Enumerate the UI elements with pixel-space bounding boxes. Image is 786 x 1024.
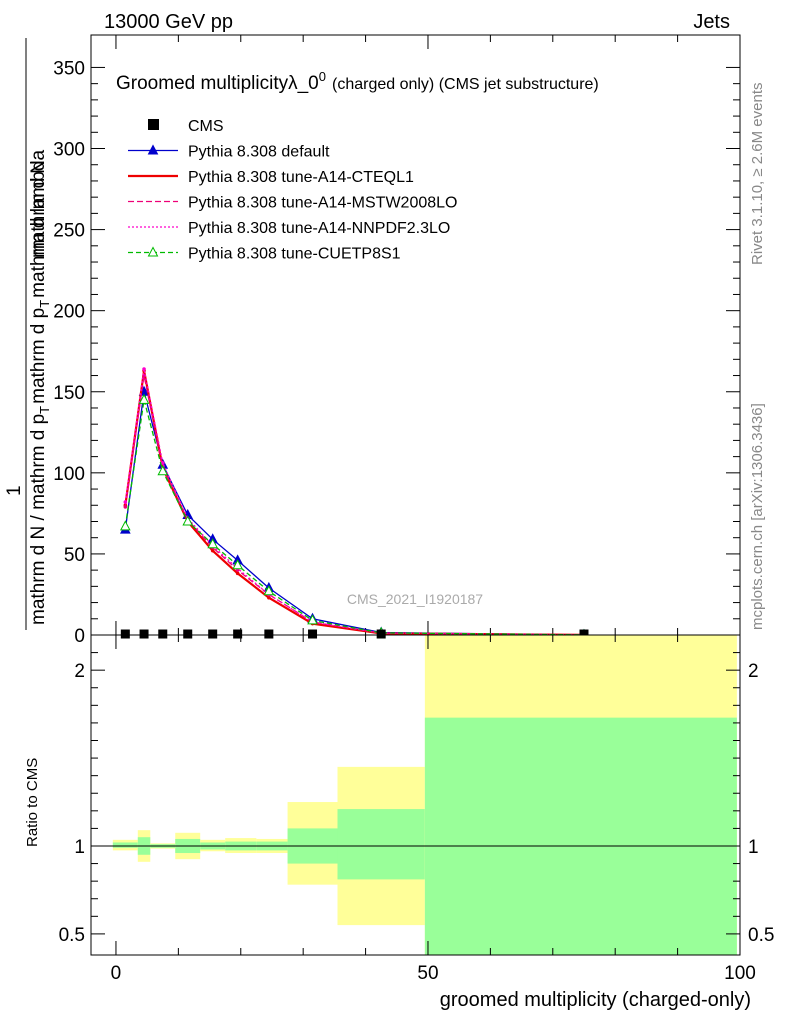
legend-item: Pythia 8.308 tune-A14-NNPDF2.3LO	[128, 220, 450, 237]
cms-point	[308, 629, 318, 639]
legend-marker	[147, 246, 159, 257]
cms-point	[183, 629, 193, 639]
ratio-y-tick-label: 1	[74, 837, 85, 858]
series-point	[267, 595, 271, 600]
legend-label: Pythia 8.308 tune-A14-NNPDF2.3LO	[188, 220, 450, 237]
analysis-id: CMS_2021_I1920187	[347, 591, 483, 607]
legend-item: Pythia 8.308 default	[128, 144, 330, 161]
cms-point	[264, 629, 274, 639]
cms-point	[233, 629, 243, 639]
ratio-y-tick-label: 0.5	[59, 925, 85, 946]
y-tick-label: 350	[53, 58, 85, 79]
chart-title-suffix: (charged only) (CMS jet substructure)	[332, 76, 599, 93]
x-tick-label: 50	[417, 963, 438, 984]
series-point	[263, 585, 275, 596]
legend-item: Pythia 8.308 tune-A14-MSTW2008LO	[128, 195, 457, 212]
ratio-frame	[90, 634, 741, 956]
legend-label: Pythia 8.308 tune-CUETP8S1	[188, 246, 401, 263]
y-tick-label: 150	[53, 383, 85, 404]
legend-label: Pythia 8.308 default	[188, 144, 330, 161]
cms-point	[139, 629, 149, 639]
rivet-label: Rivet 3.1.10, ≥ 2.6M events	[749, 83, 766, 266]
series-line	[124, 399, 584, 635]
series-point	[232, 559, 243, 570]
ratio-band-inner	[112, 842, 138, 848]
main-panel: 0 50 100 150 200 250 300 350	[53, 35, 741, 647]
process-label: Jets	[693, 11, 730, 33]
cms-point	[376, 629, 386, 639]
series-point	[207, 538, 219, 549]
legend-item: Pythia 8.308 tune-A14-CTEQL1	[128, 169, 414, 186]
series-point	[123, 505, 128, 509]
legend-item-cms: CMS	[148, 118, 224, 135]
ratio-band-inner	[337, 809, 425, 880]
energy-label: 13000 GeV pp	[104, 11, 233, 33]
series-point	[210, 548, 215, 553]
chart-title: Groomed multiplicityλ_00 (charged only) (…	[116, 69, 599, 94]
series-line	[124, 391, 584, 635]
y-tick-label: 200	[53, 302, 85, 323]
cms-point	[158, 629, 168, 639]
ratio-y-tick-label-right: 0.5	[748, 925, 774, 946]
y-tick-label: 100	[53, 464, 85, 485]
ylabel-leading: 1	[4, 485, 25, 496]
ratio-y-tick-label-right: 2	[748, 661, 759, 682]
series-point	[182, 515, 194, 526]
legend: CMS Pythia 8.308 default Pythia 8.308 tune…	[128, 118, 457, 263]
series-point	[119, 520, 131, 531]
ylabel-denominator-text: mathrm d N / mathrm d pTmathrm d pTmathr…	[28, 150, 52, 625]
x-tick-label: 0	[111, 963, 122, 984]
y-axis-label: mathrm dN 1 mathrm d N / mathrm d pTmath…	[4, 38, 52, 630]
legend-label: Pythia 8.308 tune-A14-CTEQL1	[188, 169, 414, 186]
ratio-y-tick-label: 2	[74, 661, 85, 682]
series-point	[307, 614, 318, 625]
legend-item: Pythia 8.308 tune-CUETP8S1	[128, 246, 401, 263]
legend-marker	[147, 144, 159, 155]
series-point	[123, 500, 128, 504]
x-axis-label: groomed multiplicity (charged-only)	[440, 989, 751, 1011]
legend-label: Pythia 8.308 tune-A14-MSTW2008LO	[188, 195, 457, 212]
series-point	[235, 571, 240, 576]
y-tick-label: 0	[74, 626, 85, 647]
x-tick-label: 100	[724, 963, 756, 984]
series-point	[160, 461, 165, 465]
series-line	[124, 368, 584, 635]
mcplots-label: mcplots.cern.ch [arXiv:1306.3436]	[749, 403, 766, 630]
y-tick-label: 250	[53, 221, 85, 242]
legend-label-cms: CMS	[188, 118, 224, 135]
series-point	[157, 465, 169, 476]
series-point	[142, 367, 146, 371]
y-tick-label: 50	[64, 545, 85, 566]
cms-point	[208, 629, 218, 639]
ratio-band-inner	[424, 717, 737, 955]
cms-point	[579, 629, 589, 639]
series-point	[138, 393, 150, 404]
ratio-panel: 0.5 0.5 1 1 2 2	[59, 635, 774, 955]
legend-marker-cms	[148, 119, 159, 130]
cms-point	[120, 629, 130, 639]
ratio-y-tick-label-right: 1	[748, 837, 759, 858]
y-tick-label: 300	[53, 140, 85, 161]
x-tick-labels: 0 50 100	[111, 963, 756, 984]
ylabel-numerator: mathrm dN	[28, 160, 49, 258]
chart-title-sup: 0	[319, 69, 326, 84]
ratio-y-label: Ratio to CMS	[24, 758, 41, 847]
